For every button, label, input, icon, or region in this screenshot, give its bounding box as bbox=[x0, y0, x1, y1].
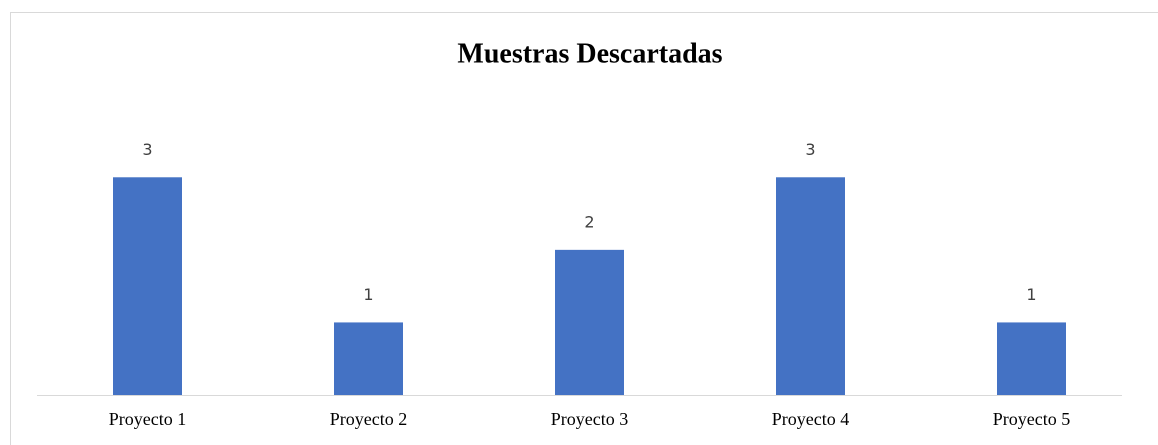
bar bbox=[776, 177, 845, 395]
bar bbox=[555, 249, 624, 395]
data-label: 3 bbox=[142, 140, 152, 159]
chart-title: Muestras Descartadas bbox=[457, 38, 722, 69]
x-tick-label: Proyecto 2 bbox=[330, 409, 407, 429]
data-label: 3 bbox=[805, 140, 815, 159]
data-label: 1 bbox=[363, 285, 373, 304]
data-label: 1 bbox=[1026, 285, 1036, 304]
bar bbox=[113, 177, 182, 395]
x-tick-label: Proyecto 3 bbox=[551, 409, 628, 429]
x-tick-label: Proyecto 1 bbox=[109, 409, 186, 429]
x-tick-label: Proyecto 5 bbox=[993, 409, 1070, 429]
data-label: 2 bbox=[584, 212, 594, 231]
x-tick-label: Proyecto 4 bbox=[772, 409, 849, 429]
bar bbox=[997, 322, 1066, 395]
bar bbox=[334, 322, 403, 395]
